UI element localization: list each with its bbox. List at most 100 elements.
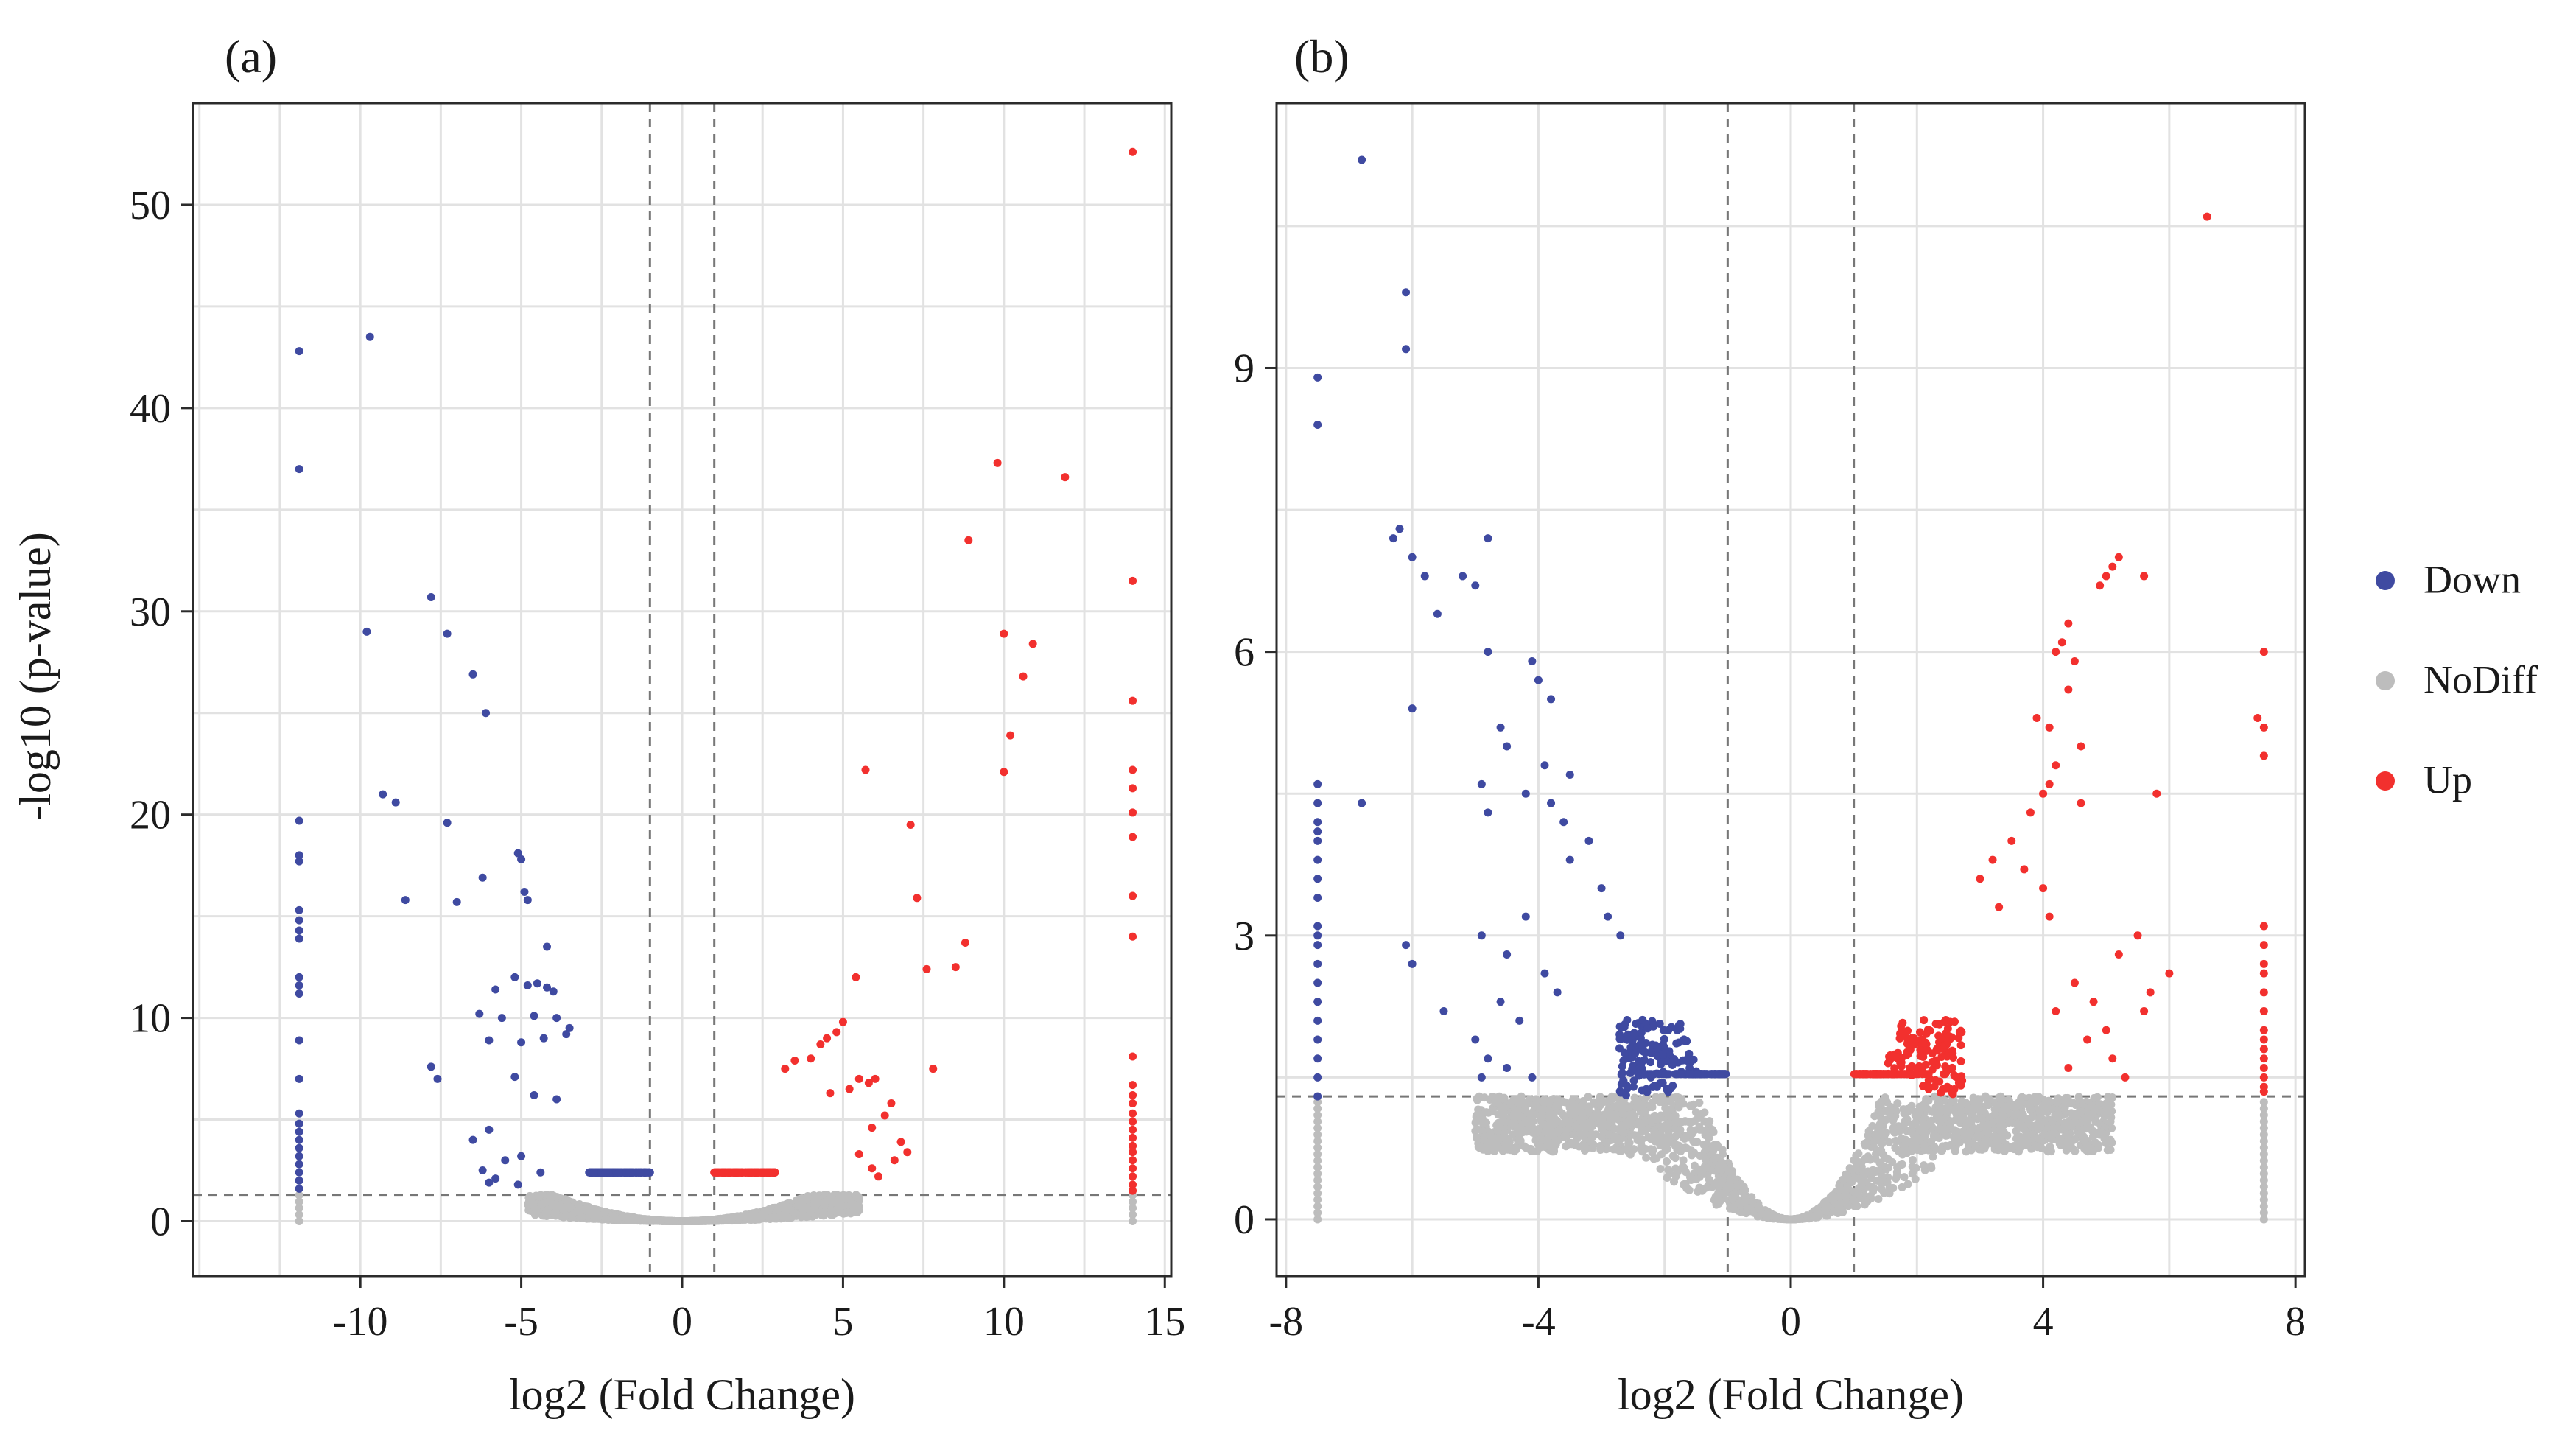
- nodiff-point: [1609, 1145, 1618, 1154]
- nodiff-point: [740, 1215, 749, 1224]
- up-point: [1129, 1164, 1137, 1173]
- down-point: [468, 1135, 477, 1144]
- down-point: [295, 989, 303, 998]
- y-tick-label: 40: [130, 386, 171, 432]
- x-tick-label: 10: [983, 1299, 1025, 1345]
- nodiff-point: [647, 1216, 656, 1224]
- nodiff-point: [1719, 1189, 1727, 1198]
- nodiff-point: [1568, 1110, 1576, 1119]
- down-point: [625, 1168, 634, 1177]
- up-point: [1129, 833, 1137, 841]
- nodiff-point: [561, 1195, 570, 1204]
- nodiff-point: [799, 1202, 807, 1210]
- up-point: [1061, 473, 1070, 482]
- down-point: [391, 798, 400, 807]
- down-point: [295, 916, 303, 925]
- up-point: [1006, 731, 1015, 740]
- nodiff-point: [670, 1216, 679, 1225]
- down-point: [517, 855, 526, 863]
- up-point: [826, 1089, 835, 1098]
- up-point: [1129, 1156, 1137, 1165]
- nodiff-point: [1129, 1217, 1137, 1226]
- y-tick-label: 30: [130, 589, 171, 635]
- nodiff-point: [2093, 1093, 2102, 1101]
- nodiff-point: [1843, 1171, 1852, 1180]
- down-point: [295, 1184, 303, 1193]
- up-point: [874, 1172, 882, 1181]
- nodiff-point: [1946, 1123, 1955, 1132]
- down-point: [295, 857, 303, 866]
- down-point: [379, 790, 387, 799]
- up-point: [964, 536, 973, 544]
- nodiff-point: [536, 1191, 544, 1200]
- nodiff-point: [1534, 1126, 1543, 1135]
- up-point: [1129, 784, 1137, 793]
- down-point: [295, 1119, 303, 1128]
- nodiff-point: [1726, 1169, 1735, 1177]
- x-tick-label: -10: [333, 1299, 388, 1345]
- up-point: [993, 458, 1002, 467]
- nodiff-point: [1129, 1197, 1137, 1206]
- nodiff-point: [2063, 1132, 2072, 1141]
- nodiff-point: [1863, 1138, 1872, 1146]
- up-point: [1000, 768, 1008, 777]
- nodiff-point: [1640, 1107, 1649, 1116]
- nodiff-point: [1666, 1097, 1674, 1106]
- nodiff-point: [1541, 1127, 1550, 1136]
- nodiff-point: [1471, 1118, 1480, 1127]
- up-point: [1129, 891, 1137, 900]
- panel-a-x-axis-title: log2 (Fold Change): [509, 1370, 855, 1419]
- nodiff-point: [1977, 1113, 1986, 1122]
- nodiff-point: [2035, 1117, 2043, 1126]
- nodiff-point: [1976, 1123, 1984, 1132]
- nodiff-point: [1962, 1120, 1971, 1129]
- down-point: [517, 1152, 526, 1160]
- nodiff-point: [1478, 1119, 1487, 1128]
- nodiff-point: [751, 1214, 760, 1223]
- nodiff-point: [1605, 1130, 1614, 1139]
- up-point: [1129, 1133, 1137, 1142]
- down-point: [520, 888, 529, 897]
- nodiff-point: [1673, 1117, 1682, 1126]
- nodiff-point: [1554, 1136, 1562, 1145]
- down-point: [295, 1176, 303, 1185]
- down-point: [614, 1168, 623, 1177]
- up-point: [816, 1040, 825, 1048]
- nodiff-point: [2015, 1132, 2024, 1141]
- down-point: [443, 629, 452, 638]
- up-point: [1129, 932, 1137, 941]
- nodiff-point: [1129, 1210, 1137, 1219]
- down-point: [362, 627, 371, 636]
- nodiff-point: [1920, 1144, 1929, 1153]
- nodiff-point: [799, 1194, 807, 1203]
- down-point: [295, 973, 303, 981]
- nodiff-point: [2010, 1141, 2018, 1150]
- nodiff-point: [1648, 1148, 1657, 1157]
- nodiff-point: [782, 1205, 790, 1214]
- down-point: [452, 897, 461, 906]
- nodiff-point: [1934, 1115, 1943, 1124]
- nodiff-point: [848, 1208, 857, 1216]
- nodiff-point: [611, 1215, 620, 1224]
- down-point: [295, 926, 303, 935]
- up-point: [1129, 147, 1137, 156]
- nodiff-point: [1866, 1192, 1875, 1201]
- y-tick-label: 50: [130, 183, 171, 228]
- down-point: [523, 896, 532, 905]
- up-point: [1129, 1186, 1137, 1195]
- nodiff-point: [843, 1191, 852, 1200]
- nodiff-point: [1929, 1152, 1937, 1161]
- down-point: [552, 1095, 561, 1104]
- up-point: [1129, 696, 1137, 705]
- down-point: [523, 981, 532, 989]
- nodiff-point: [1729, 1205, 1738, 1213]
- nodiff-point: [1889, 1184, 1898, 1193]
- down-point: [295, 905, 303, 914]
- down-point: [510, 1073, 519, 1082]
- nodiff-point: [1889, 1124, 1898, 1132]
- down-point: [482, 709, 491, 718]
- up-point: [713, 1168, 722, 1177]
- nodiff-point: [1884, 1138, 1893, 1146]
- up-point: [823, 1034, 832, 1043]
- nodiff-point: [1702, 1183, 1711, 1192]
